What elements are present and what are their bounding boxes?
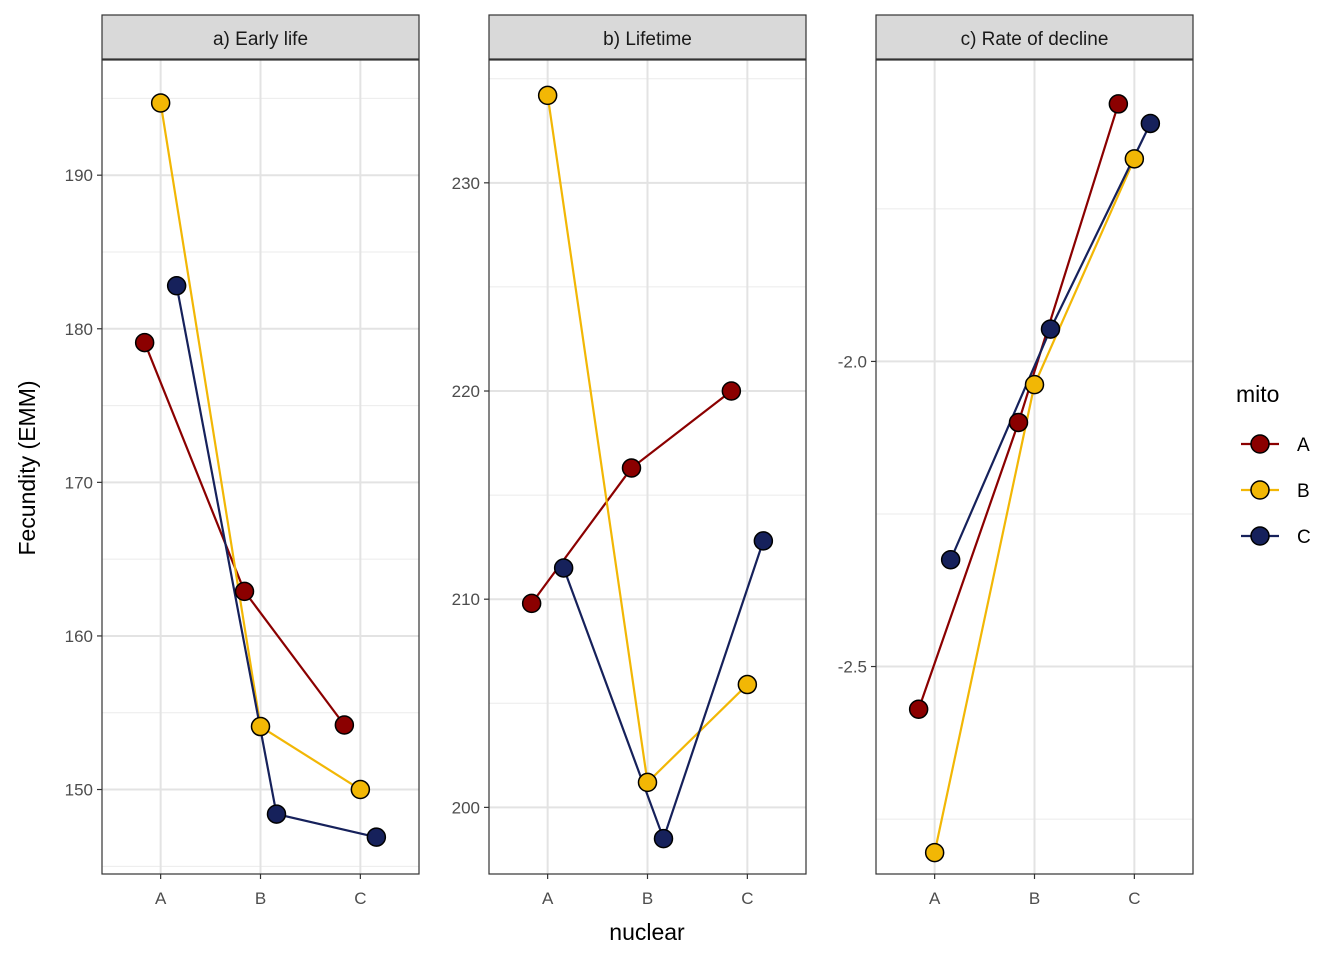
- point-A-B: [234, 581, 255, 602]
- point-B-A: [924, 842, 945, 863]
- y-tick-label: 200: [452, 798, 480, 817]
- legend-item-B: B: [1241, 480, 1310, 502]
- panel-border: [101, 59, 420, 875]
- panel-title: c) Rate of decline: [961, 29, 1109, 50]
- point-C-A: [940, 549, 961, 570]
- point-A-A: [134, 332, 155, 353]
- point-B-B: [1024, 374, 1045, 395]
- panel-3: c) Rate of decline -2.5 -2.0 A B C: [838, 14, 1194, 908]
- x-tick-label: C: [354, 889, 366, 908]
- y-tick-label: 220: [452, 382, 480, 401]
- y-tick-label: -2.0: [838, 352, 867, 371]
- x-tick-label: A: [155, 889, 167, 908]
- y-axis-title: Fecundity (EMM): [14, 380, 40, 555]
- point-C-C: [366, 827, 387, 847]
- x-tick-label: C: [1128, 889, 1140, 908]
- point-C-A: [166, 276, 187, 296]
- legend-label: B: [1297, 481, 1310, 502]
- panel-border: [875, 59, 1194, 875]
- x-tick-label: B: [642, 889, 653, 908]
- y-tick-label: 190: [65, 166, 93, 185]
- point-A-C: [334, 715, 355, 735]
- y-tick-label: 210: [452, 590, 480, 609]
- point-C-B: [653, 828, 674, 849]
- legend-point: [1250, 526, 1270, 546]
- point-B-B: [250, 716, 271, 737]
- x-tick-label: C: [741, 889, 753, 908]
- x-tick-label: A: [929, 889, 941, 908]
- legend: mito A B C: [1236, 381, 1311, 548]
- point-A-C: [721, 381, 742, 401]
- point-C-B: [266, 804, 287, 824]
- legend-point: [1250, 480, 1270, 500]
- y-tick-label: -2.5: [838, 658, 867, 677]
- panel-strip: [488, 14, 807, 60]
- x-axis-title: nuclear: [609, 919, 685, 945]
- panel-strip: [875, 14, 1194, 60]
- point-B-C: [1124, 149, 1145, 169]
- legend-title: mito: [1236, 381, 1279, 407]
- legend-label: C: [1297, 527, 1311, 548]
- y-tick-label: 150: [65, 781, 93, 800]
- panel-strip: [101, 14, 420, 60]
- point-A-B: [621, 458, 642, 478]
- point-C-B: [1040, 319, 1061, 339]
- point-B-C: [737, 674, 758, 695]
- point-A-A: [908, 699, 929, 719]
- panel-1: a) Early life 150 160 170 180 190 A B C: [65, 14, 420, 908]
- point-B-C: [350, 779, 371, 800]
- panel-title: b) Lifetime: [603, 29, 692, 50]
- point-A-A: [521, 593, 542, 614]
- point-C-C: [753, 531, 774, 551]
- point-C-C: [1140, 113, 1161, 134]
- point-B-A: [537, 85, 558, 106]
- point-A-C: [1108, 94, 1129, 114]
- panel-2: b) Lifetime 200 210 220 230 A B C: [452, 14, 807, 908]
- point-B-B: [637, 772, 658, 793]
- legend-point: [1250, 434, 1270, 454]
- y-tick-label: 180: [65, 320, 93, 339]
- legend-keys: A B C: [1241, 434, 1311, 548]
- point-A-B: [1008, 412, 1029, 433]
- y-tick-label: 160: [65, 627, 93, 646]
- x-tick-label: B: [1029, 889, 1040, 908]
- y-tick-label: 230: [452, 174, 480, 193]
- panel-title: a) Early life: [213, 29, 308, 50]
- legend-item-A: A: [1241, 434, 1310, 456]
- panels: a) Early life 150 160 170 180 190 A B Cb) Lifeti…: [65, 14, 1194, 908]
- point-B-A: [150, 93, 171, 113]
- y-tick-label: 170: [65, 473, 93, 492]
- point-C-A: [553, 558, 574, 578]
- x-tick-label: B: [255, 889, 266, 908]
- x-tick-label: A: [542, 889, 554, 908]
- panel-border: [488, 59, 807, 875]
- legend-label: A: [1297, 435, 1310, 456]
- legend-item-C: C: [1241, 526, 1311, 548]
